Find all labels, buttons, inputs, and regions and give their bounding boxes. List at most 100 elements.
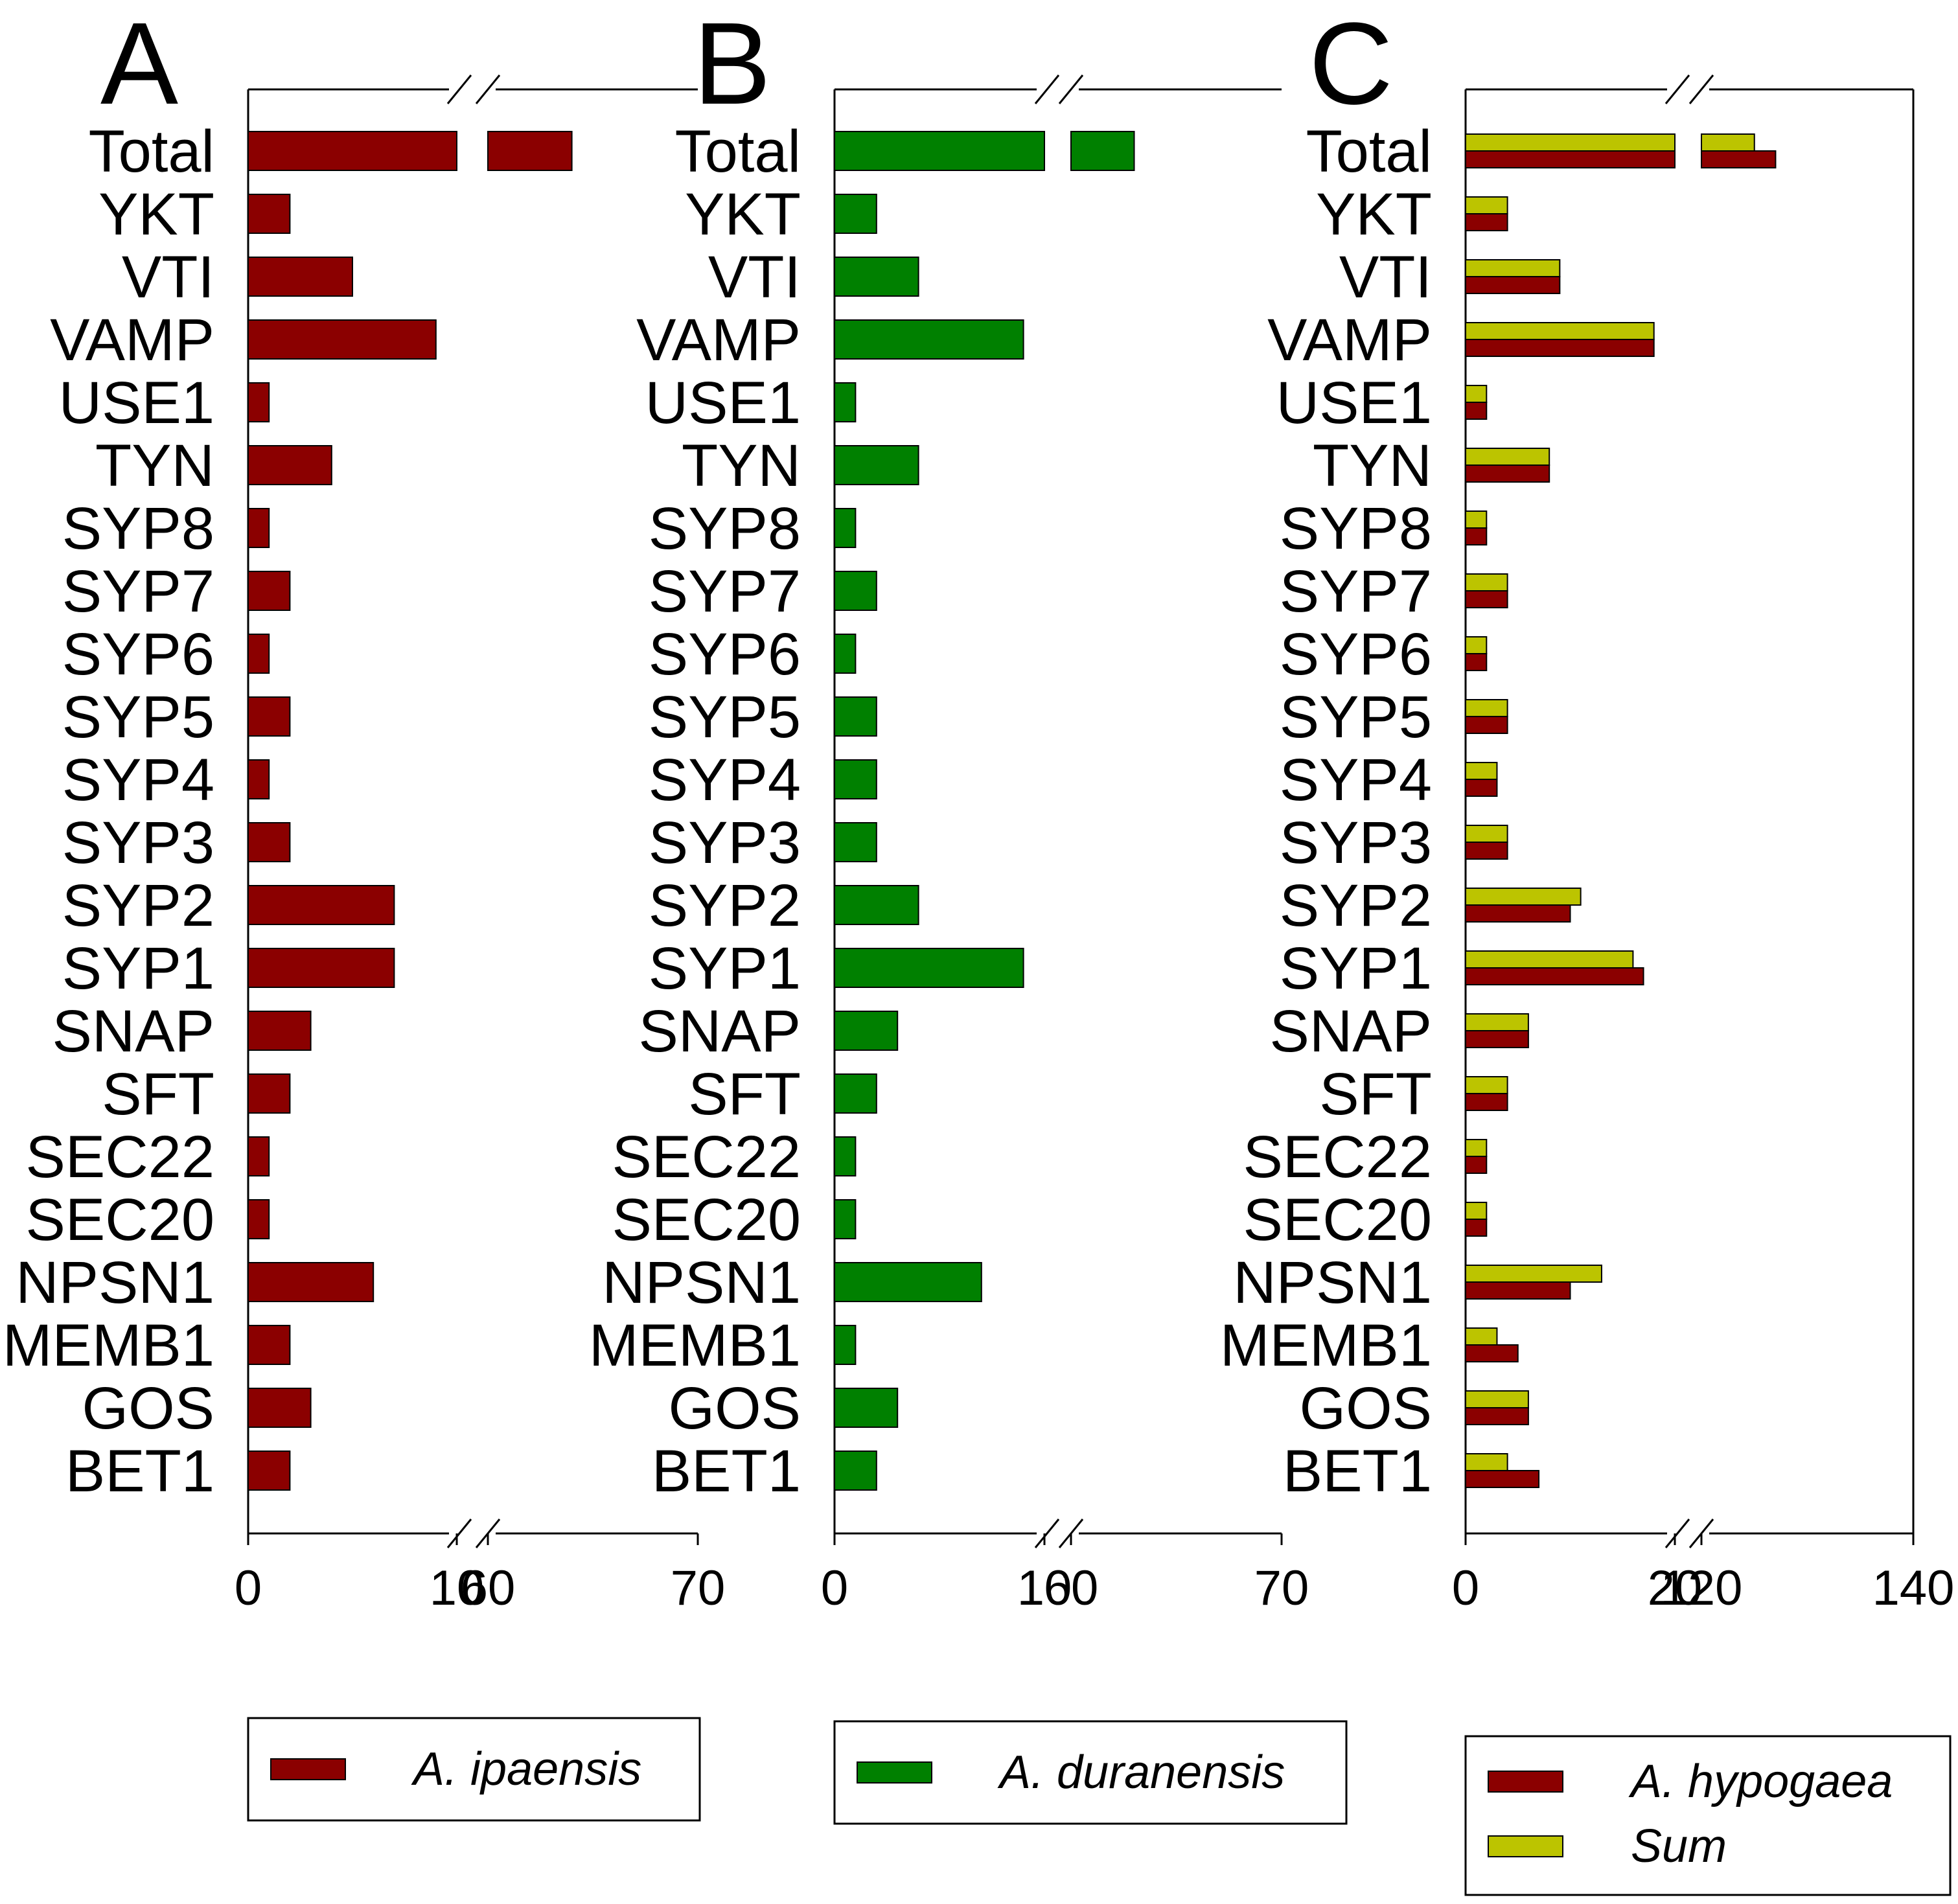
bar-a-hypogaea — [1465, 590, 1508, 608]
category-label: VTI — [1339, 244, 1432, 310]
category-label: NPSN1 — [16, 1250, 214, 1316]
category-label: SEC20 — [612, 1187, 801, 1253]
category-label: SYP7 — [649, 558, 801, 625]
category-label: SYP3 — [1280, 810, 1432, 876]
category-label: USE1 — [1276, 370, 1432, 436]
category-label: SYP3 — [62, 810, 214, 876]
axis-break-mark — [1688, 75, 1714, 104]
category-label: MEMB1 — [1220, 1313, 1432, 1379]
bar-a-ipaensis — [248, 319, 437, 360]
bar-a-duranensis — [834, 1388, 899, 1428]
bar-a-duranensis — [834, 948, 1024, 988]
bar-sum — [1465, 1139, 1488, 1157]
bar-a-hypogaea — [1465, 276, 1561, 294]
category-label: SEC22 — [26, 1124, 215, 1190]
bar-a-ipaensis — [248, 885, 395, 925]
category-label: SYP7 — [1280, 558, 1432, 625]
axis-break-mark — [1664, 1519, 1690, 1548]
x-tick-label: 120 — [1661, 1561, 1743, 1616]
legend-swatch — [857, 1761, 932, 1784]
bar-sum — [1465, 573, 1508, 591]
bar-a-ipaensis — [248, 634, 270, 674]
category-label: USE1 — [645, 370, 801, 436]
category-label: GOS — [1300, 1375, 1432, 1441]
bar-a-ipaensis — [248, 445, 332, 485]
x-tick-label: 20 — [1648, 1561, 1703, 1616]
category-label: SYP2 — [1280, 873, 1432, 939]
category-label: SEC22 — [1243, 1124, 1433, 1190]
axis-break-mark — [1034, 75, 1060, 104]
bar-a-duranensis — [834, 257, 919, 297]
bar-sum — [1465, 888, 1582, 906]
bar-a-ipaensis — [248, 508, 270, 548]
bar-a-hypogaea — [1465, 213, 1508, 231]
x-tick-label: 10 — [430, 1561, 485, 1616]
bar-a-hypogaea — [1465, 653, 1488, 671]
category-label: SYP8 — [649, 496, 801, 562]
category-label: SYP6 — [62, 621, 214, 687]
panel-letter-A: A — [100, 0, 178, 129]
bar-a-ipaensis — [248, 131, 457, 171]
category-label: TYN — [682, 433, 801, 499]
bar-a-ipaensis — [248, 948, 395, 988]
bar-sum — [1465, 259, 1561, 277]
axis-break-mark — [1034, 1519, 1060, 1548]
bar-a-ipaensis — [248, 1262, 374, 1302]
bar-sum — [1465, 196, 1508, 214]
bar-a-ipaensis — [248, 822, 291, 862]
bar-a-ipaensis — [248, 1011, 312, 1051]
category-label: VTI — [708, 244, 801, 310]
bar-sum — [1465, 636, 1488, 654]
legend-label: Sum — [1631, 1820, 1727, 1872]
category-label: SYP6 — [649, 621, 801, 687]
category-label: GOS — [669, 1375, 801, 1441]
category-label: SYP8 — [62, 496, 214, 562]
bar-sum — [1465, 1327, 1498, 1346]
category-label: SEC20 — [1243, 1187, 1433, 1253]
bar-a-hypogaea — [1465, 402, 1488, 420]
bar-a-hypogaea — [1465, 1407, 1529, 1425]
legend-label: A. hypogaea — [1628, 1756, 1893, 1807]
bar-a-ipaensis — [248, 1451, 291, 1491]
category-label: SNAP — [1269, 998, 1432, 1064]
bar-a-ipaensis — [248, 571, 291, 611]
bar-a-ipaensis — [248, 194, 291, 234]
bar-a-ipaensis — [248, 1136, 270, 1176]
x-tick-label: 70 — [1254, 1561, 1309, 1616]
bar-a-duranensis — [834, 1262, 982, 1302]
category-label: YKT — [98, 181, 214, 247]
x-tick-label: 0 — [821, 1561, 848, 1616]
bar-sum — [1465, 385, 1488, 403]
bar-a-duranensis — [834, 445, 919, 485]
category-label: USE1 — [59, 370, 214, 436]
category-label: TYN — [1313, 433, 1432, 499]
category-label: SYP7 — [62, 558, 214, 625]
x-tick-label: 70 — [671, 1561, 726, 1616]
category-label: SEC20 — [26, 1187, 215, 1253]
bar-a-duranensis — [834, 822, 877, 862]
bar-a-duranensis — [834, 508, 857, 548]
bar-a-hypogaea — [1465, 1470, 1540, 1488]
bar-a-hypogaea — [1465, 1093, 1508, 1111]
axis-break-mark — [1664, 75, 1690, 104]
category-label: SFT — [1319, 1061, 1432, 1127]
bar-a-duranensis — [834, 131, 1045, 171]
bar-a-hypogaea — [1465, 716, 1508, 734]
bar-a-ipaensis — [248, 1199, 270, 1239]
bar-a-ipaensis — [487, 131, 573, 171]
bar-sum — [1465, 322, 1655, 340]
panel-letter-B: B — [693, 0, 771, 129]
category-label: YKT — [1316, 181, 1432, 247]
category-label: NPSN1 — [602, 1250, 801, 1316]
category-label: SYP4 — [62, 747, 214, 813]
category-label: Total — [1306, 119, 1432, 185]
legend-label: A. ipaensis — [411, 1743, 641, 1795]
bar-a-duranensis — [834, 696, 877, 737]
bar-a-hypogaea — [1465, 1219, 1488, 1237]
x-tick-label: 10 — [1017, 1561, 1072, 1616]
legend-swatch — [1488, 1771, 1563, 1793]
bar-sum — [1465, 1013, 1529, 1031]
category-label: VAMP — [636, 307, 801, 373]
